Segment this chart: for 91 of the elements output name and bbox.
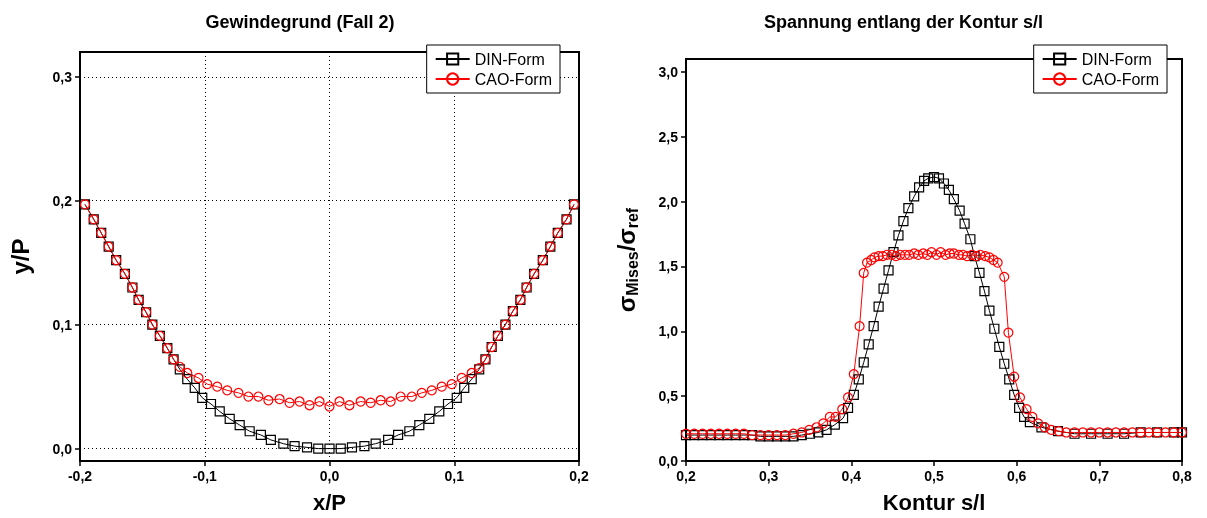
y-tick-label: 0,3	[52, 68, 73, 85]
point	[243, 391, 254, 402]
point	[324, 443, 335, 454]
point	[393, 429, 404, 441]
y-tick-label: 2,0	[658, 193, 679, 210]
point	[446, 379, 457, 390]
point	[182, 367, 193, 379]
point	[265, 434, 276, 446]
point	[182, 374, 193, 385]
point	[205, 398, 217, 410]
x-tick-label: 0,0	[319, 468, 340, 484]
point	[346, 442, 358, 453]
point	[365, 397, 376, 408]
y-axis-title: σMises/σref	[612, 207, 641, 313]
x-axis-title: x/P	[312, 489, 347, 515]
x-tick-label: -0,2	[67, 468, 93, 484]
point	[416, 387, 427, 398]
x-axis-title: Kontur s/l	[882, 489, 986, 515]
point	[255, 429, 266, 441]
point	[466, 367, 477, 379]
point	[301, 442, 313, 453]
point	[436, 381, 447, 392]
point	[451, 392, 462, 403]
point	[193, 372, 204, 384]
point	[375, 395, 386, 406]
point	[359, 441, 370, 452]
point	[234, 419, 245, 431]
legend-label: CAO-Form	[474, 70, 552, 88]
point	[289, 441, 300, 452]
point	[426, 385, 437, 396]
point	[370, 438, 381, 449]
point	[274, 393, 285, 405]
point	[456, 372, 467, 384]
point	[263, 395, 274, 406]
y-axis-title: y/P	[6, 238, 34, 275]
legend-label: DIN-Form	[474, 50, 545, 68]
chart-title: Spannung entlang der Kontur s/l	[764, 12, 1043, 32]
point	[212, 381, 223, 392]
point	[334, 396, 345, 407]
point	[233, 387, 244, 398]
x-tick-label: 0,8	[1172, 468, 1192, 484]
x-tick-label: 0,2	[569, 468, 589, 484]
y-tick-label: 0,5	[658, 388, 679, 405]
y-tick-label: 1,0	[658, 323, 679, 340]
y-tick-label: 2,5	[658, 128, 679, 145]
y-tick-label: 0,0	[52, 440, 73, 457]
point	[313, 443, 324, 454]
point	[385, 396, 396, 407]
point	[466, 374, 477, 385]
point	[278, 438, 289, 449]
point	[294, 396, 305, 407]
y-tick-label: 0,2	[52, 192, 73, 209]
point	[424, 413, 435, 424]
point	[222, 385, 233, 396]
point	[355, 396, 366, 407]
point	[335, 443, 346, 454]
point	[459, 382, 470, 393]
point	[344, 400, 355, 411]
point	[442, 398, 454, 410]
point	[404, 426, 415, 437]
point	[214, 406, 225, 417]
point	[224, 413, 235, 424]
x-tick-label: 0,2	[676, 468, 696, 484]
chart-title: Gewindegrund (Fall 2)	[205, 12, 395, 32]
legend-label: DIN-Form	[1081, 50, 1152, 68]
point	[406, 391, 417, 402]
point	[189, 382, 200, 393]
point	[395, 391, 406, 402]
x-tick-label: 0,5	[924, 468, 944, 484]
x-tick-label: 0,7	[1089, 468, 1110, 484]
x-tick-label: 0,4	[841, 468, 862, 484]
y-tick-label: 1,5	[658, 258, 679, 275]
x-tick-label: -0,1	[192, 468, 218, 484]
point	[414, 419, 425, 431]
point	[383, 434, 394, 446]
point	[253, 391, 264, 402]
point	[244, 426, 255, 437]
legend-label: CAO-Form	[1081, 70, 1159, 88]
point	[324, 401, 335, 412]
y-tick-label: 0,1	[52, 316, 73, 333]
point	[197, 392, 208, 403]
x-tick-label: 0,6	[1006, 468, 1027, 484]
y-tick-label: 0,0	[658, 453, 679, 469]
point	[434, 406, 445, 417]
point	[314, 396, 325, 407]
point	[304, 400, 315, 411]
x-tick-label: 0,3	[758, 468, 779, 484]
point	[284, 397, 295, 408]
y-tick-label: 3,0	[658, 63, 679, 80]
x-tick-label: 0,1	[444, 468, 465, 484]
point	[202, 379, 213, 390]
